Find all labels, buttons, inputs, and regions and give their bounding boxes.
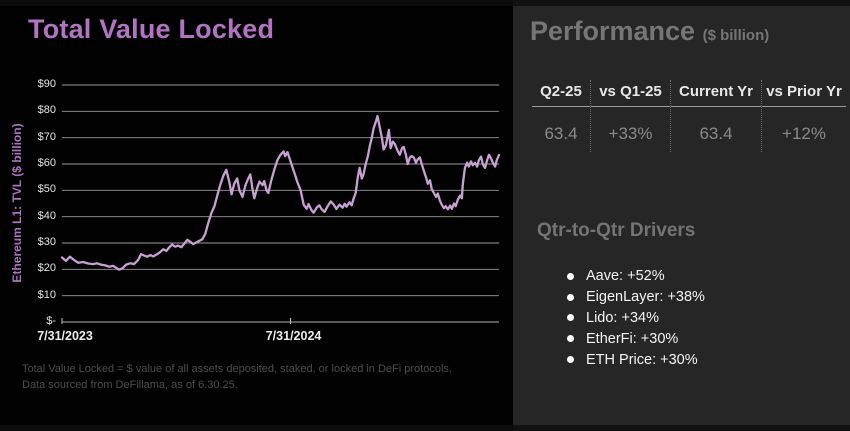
- performance-panel: Performance ($ billion) Q2-25 63.4 vs Q1…: [513, 0, 850, 431]
- footnote: Total Value Locked = $ value of all asse…: [22, 363, 452, 391]
- driver-item: Aave: +52%: [567, 266, 705, 287]
- driver-item: EtherFi: +30%: [567, 328, 705, 349]
- page-title: Total Value Locked: [28, 14, 275, 44]
- driver-item-label: EigenLayer: +38%: [586, 289, 705, 306]
- column-value: 63.4: [699, 124, 733, 143]
- y-tick-label: $10: [37, 288, 56, 301]
- performance-table: Q2-25 63.4 vs Q1-25 +33% Current Yr 63.4…: [532, 80, 846, 152]
- y-tick-label: $20: [37, 262, 56, 275]
- x-tick-label: 7/31/2023: [37, 329, 93, 343]
- column-value: +12%: [782, 124, 826, 143]
- perf-col-current-yr: Current Yr 63.4: [670, 80, 761, 152]
- driver-item: EigenLayer: +38%: [567, 287, 705, 308]
- x-tick-label: 7/31/2024: [265, 329, 322, 343]
- driver-item-label: Lido: +34%: [586, 309, 659, 326]
- y-tick-label: $70: [37, 130, 56, 143]
- driver-item: ETH Price: +30%: [567, 349, 705, 370]
- column-header: vs Q1-25: [591, 80, 670, 107]
- driver-item-label: EtherFi: +30%: [586, 330, 679, 347]
- y-tick-label: $80: [37, 104, 56, 117]
- y-tick-label: $-: [46, 315, 56, 327]
- bullet-icon: [567, 356, 574, 364]
- perf-col-vs-prior-yr: vs Prior Yr +12%: [761, 80, 846, 152]
- perf-col-vs-q1-25: vs Q1-25 +33%: [590, 80, 670, 152]
- screen-edge-top: [0, 0, 850, 6]
- perf-col-q2-25: Q2-25 63.4: [532, 80, 590, 152]
- bullet-icon: [567, 314, 574, 322]
- bullet-icon: [567, 335, 574, 343]
- drivers-heading: Qtr-to-Qtr Drivers: [537, 220, 696, 241]
- tvl-series-line: [60, 114, 501, 271]
- screen-edge-bottom: [0, 425, 850, 431]
- column-header: Current Yr: [671, 80, 761, 107]
- tvl-line-chart: [60, 84, 501, 324]
- column-header: vs Prior Yr: [762, 80, 846, 107]
- driver-item-label: Aave: +52%: [586, 268, 665, 285]
- driver-item: Lido: +34%: [567, 308, 705, 329]
- column-value: +33%: [608, 124, 653, 143]
- y-tick-label: $60: [37, 157, 56, 169]
- bullet-icon: [567, 293, 574, 301]
- performance-heading: Performance ($ billion): [530, 16, 769, 47]
- y-tick-label: $90: [37, 78, 56, 90]
- column-header: Q2-25: [532, 80, 590, 107]
- tvl-chart-section: Total Value Locked Ethereum L1: TVL ($ b…: [10, 14, 501, 391]
- y-tick-label: $40: [37, 209, 56, 222]
- driver-item-label: ETH Price: +30%: [586, 351, 698, 368]
- bullet-icon: [567, 272, 574, 280]
- y-tick-label: $50: [37, 183, 56, 196]
- performance-heading-text: Performance: [530, 16, 696, 46]
- performance-heading-unit: ($ billion): [702, 27, 770, 44]
- drivers-list: Aave: +52% EigenLayer: +38% Lido: +34% E…: [567, 266, 705, 370]
- column-value: 63.4: [544, 124, 578, 143]
- y-tick-label: $30: [37, 236, 56, 248]
